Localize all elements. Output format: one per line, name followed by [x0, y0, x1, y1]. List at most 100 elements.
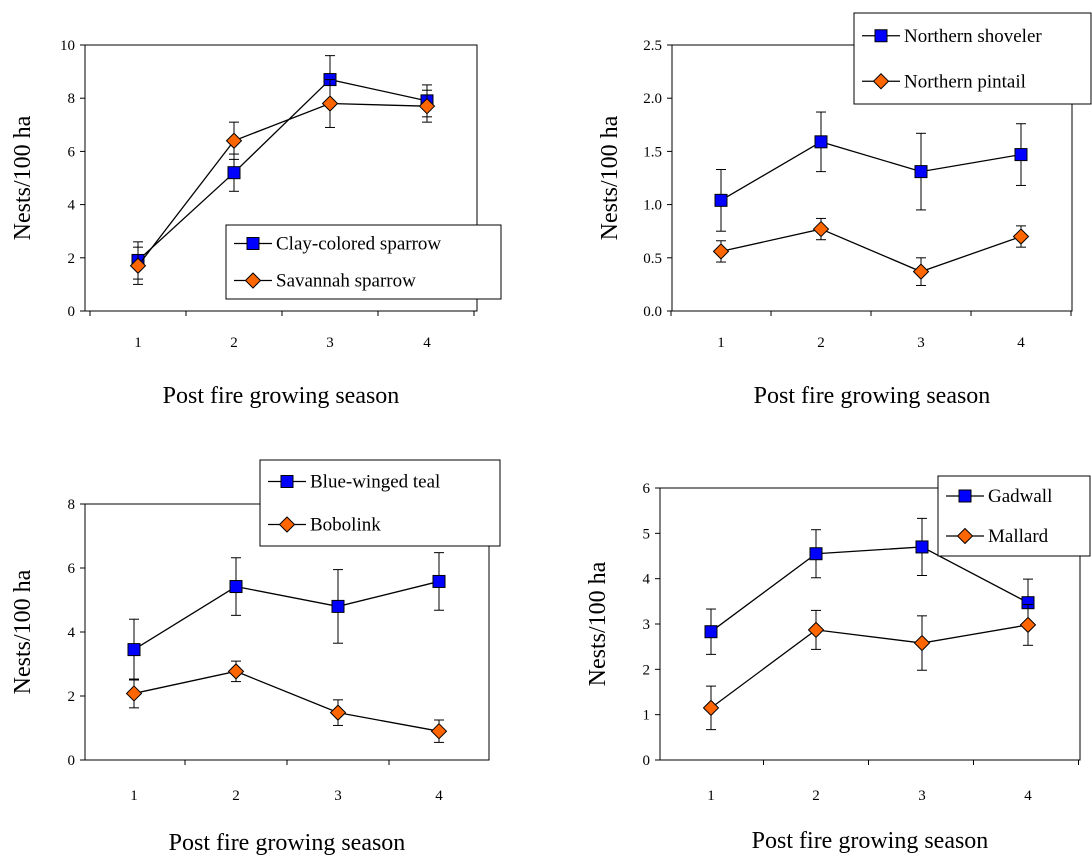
data-point: [915, 636, 930, 651]
data-point: [715, 194, 727, 206]
legend-marker: [247, 238, 259, 250]
x-tick-label: 3: [918, 788, 926, 804]
series-line: [721, 142, 1021, 201]
x-tick-label: 3: [334, 788, 342, 804]
y-tick-label: 0: [643, 753, 651, 769]
chart-panel-2: 0.0 0.5 1.0 1.5 2.0 2.5 1 2 3 4 Post fire growing …: [597, 13, 1091, 409]
x-tick-label: 4: [1017, 335, 1025, 351]
x-tick-label: 3: [917, 335, 925, 351]
series-line: [134, 581, 439, 649]
series-line: [721, 229, 1021, 272]
series-line: [711, 547, 1028, 632]
y-tick-label: 6: [68, 144, 76, 160]
y-axis-title: Nests/100 ha: [585, 561, 611, 686]
y-tick-label: 2.5: [643, 38, 662, 54]
y-tick-label: 2.0: [643, 91, 662, 107]
x-tick-label: 4: [1024, 788, 1032, 804]
legend-label: Clay-colored sparrow: [276, 234, 441, 255]
x-tick-label: 1: [707, 788, 715, 804]
x-tick-label: 2: [812, 788, 820, 804]
legend: Blue-winged teal Bobolink: [260, 460, 500, 546]
x-axis-title: Post fire growing season: [752, 828, 989, 854]
data-point: [323, 96, 338, 111]
series-line: [134, 671, 439, 731]
data-point: [1014, 229, 1029, 244]
y-tick-label: 0: [68, 753, 76, 769]
y-tick-label: 10: [60, 38, 75, 54]
legend-label: Gadwall: [988, 486, 1052, 507]
series-2: [704, 605, 1036, 730]
legend-marker: [875, 30, 887, 42]
data-point: [332, 600, 344, 612]
y-tick-label: 1.0: [643, 198, 662, 214]
series-2: [714, 218, 1029, 285]
y-tick-label: 2: [643, 662, 651, 678]
y-tick-label: 3: [643, 617, 651, 633]
data-point: [705, 626, 717, 638]
data-point: [815, 136, 827, 148]
x-tick-label: 4: [435, 788, 443, 804]
y-tick-label: 0: [68, 304, 76, 320]
series-2: [127, 661, 447, 742]
x-tick-label: 1: [134, 335, 142, 351]
data-point: [229, 664, 244, 679]
x-axis-title: Post fire growing season: [754, 383, 991, 409]
series-1: [715, 112, 1027, 231]
legend-label: Northern shoveler: [904, 26, 1042, 47]
x-axis-title: Post fire growing season: [169, 830, 406, 856]
data-point: [227, 133, 242, 148]
y-tick-label: 1: [643, 708, 651, 724]
legend-marker: [281, 476, 293, 488]
data-point: [810, 548, 822, 560]
x-tick-label: 3: [326, 335, 334, 351]
y-tick-label: 4: [68, 198, 76, 214]
series-1: [128, 553, 445, 680]
y-tick-label: 4: [68, 625, 76, 641]
x-tick-label: 4: [423, 335, 431, 351]
legend: Northern shoveler Northern pintail: [854, 13, 1091, 104]
y-tick-label: 4: [643, 572, 651, 588]
y-axis-title: Nests/100 ha: [10, 569, 36, 694]
chart-panel-4: 0 1 2 3 4 5 6 1 2 3 4 Post fire growing season Nests…: [585, 476, 1090, 854]
data-point: [1021, 617, 1036, 632]
x-tick-label: 2: [817, 335, 825, 351]
legend: Gadwall Mallard: [938, 476, 1090, 556]
data-point: [814, 222, 829, 237]
chart-panel-3: 0 2 4 6 8 1 2 3 4 Post fire growing season Nests/1…: [10, 460, 500, 856]
legend-marker: [959, 490, 971, 502]
legend-label: Mallard: [988, 526, 1049, 547]
legend-label: Bobolink: [310, 515, 381, 536]
legend-label: Savannah sparrow: [276, 271, 416, 292]
y-tick-label: 6: [68, 561, 76, 577]
y-tick-label: 5: [643, 526, 651, 542]
data-point: [127, 686, 142, 701]
data-point: [704, 700, 719, 715]
data-point: [914, 264, 929, 279]
y-tick-label: 2: [68, 251, 76, 267]
data-point: [433, 575, 445, 587]
data-point: [331, 705, 346, 720]
data-point: [809, 622, 824, 637]
y-tick-label: 6: [643, 481, 651, 497]
y-tick-label: 8: [68, 91, 76, 107]
series-line: [711, 625, 1028, 708]
legend-label: Blue-winged teal: [310, 472, 440, 493]
data-point: [916, 541, 928, 553]
data-point: [230, 581, 242, 593]
x-tick-label: 2: [230, 335, 238, 351]
y-tick-label: 0.0: [643, 304, 662, 320]
y-tick-label: 2: [68, 689, 76, 705]
legend-label: Northern pintail: [904, 71, 1026, 92]
data-point: [915, 166, 927, 178]
data-point: [228, 167, 240, 179]
x-axis-title: Post fire growing season: [163, 383, 400, 409]
y-tick-label: 1.5: [643, 144, 662, 160]
x-tick-label: 1: [130, 788, 138, 804]
y-tick-label: 0.5: [643, 251, 662, 267]
x-tick-label: 1: [717, 335, 725, 351]
x-tick-label: 2: [232, 788, 240, 804]
data-point: [714, 244, 729, 259]
y-axis-title: Nests/100 ha: [10, 115, 36, 240]
